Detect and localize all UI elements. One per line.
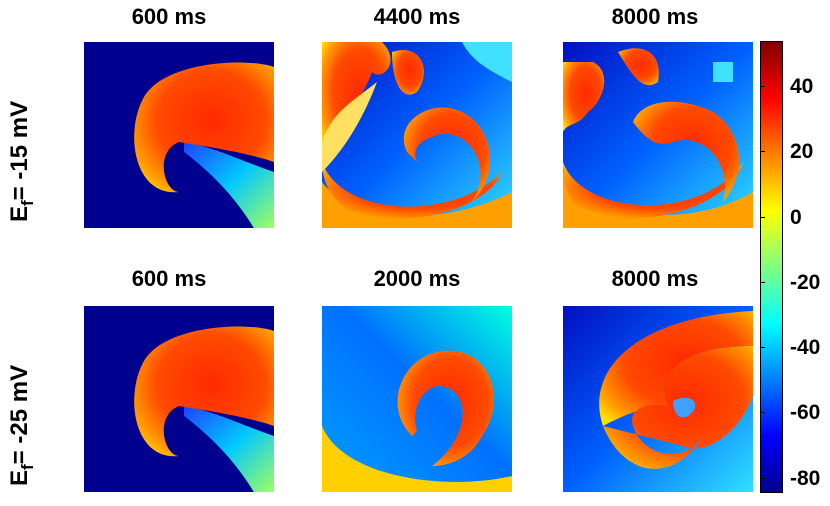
colorbar-tick-20: 20: [790, 140, 814, 163]
panel-title-r1c1: 600 ms: [131, 4, 207, 29]
heatmap-panel-r2c2: [322, 306, 512, 492]
panel-title-r1c2: 4400 ms: [373, 4, 461, 29]
colorbar-tick-minus20: -20: [790, 271, 821, 294]
heatmap-panel-r2c3: [563, 306, 753, 492]
colorbar-tick-minus40: -40: [790, 336, 821, 359]
colorbar: [760, 41, 783, 493]
colorbar-tick-minus60: -60: [790, 401, 821, 424]
panel-title-r2c2: 2000 ms: [373, 266, 461, 291]
colorbar-tick-minus80: -80: [790, 467, 821, 490]
row-label-bottom: Ef= -25 mV: [6, 364, 37, 486]
colorbar-tick-40: 40: [790, 75, 814, 98]
heatmap-panel-r1c3: [563, 42, 753, 228]
panel-title-r2c1: 600 ms: [131, 266, 207, 291]
heatmap-panel-r1c2: [322, 42, 512, 228]
row-label-top: Ef= -15 mV: [6, 100, 37, 222]
panel-title-r1c3: 8000 ms: [611, 4, 699, 29]
heatmap-panel-r1c1: [84, 42, 274, 228]
heatmap-panel-r2c1: [84, 306, 274, 492]
panel-title-r2c3: 8000 ms: [611, 266, 699, 291]
colorbar-tick-0: 0: [790, 206, 802, 229]
